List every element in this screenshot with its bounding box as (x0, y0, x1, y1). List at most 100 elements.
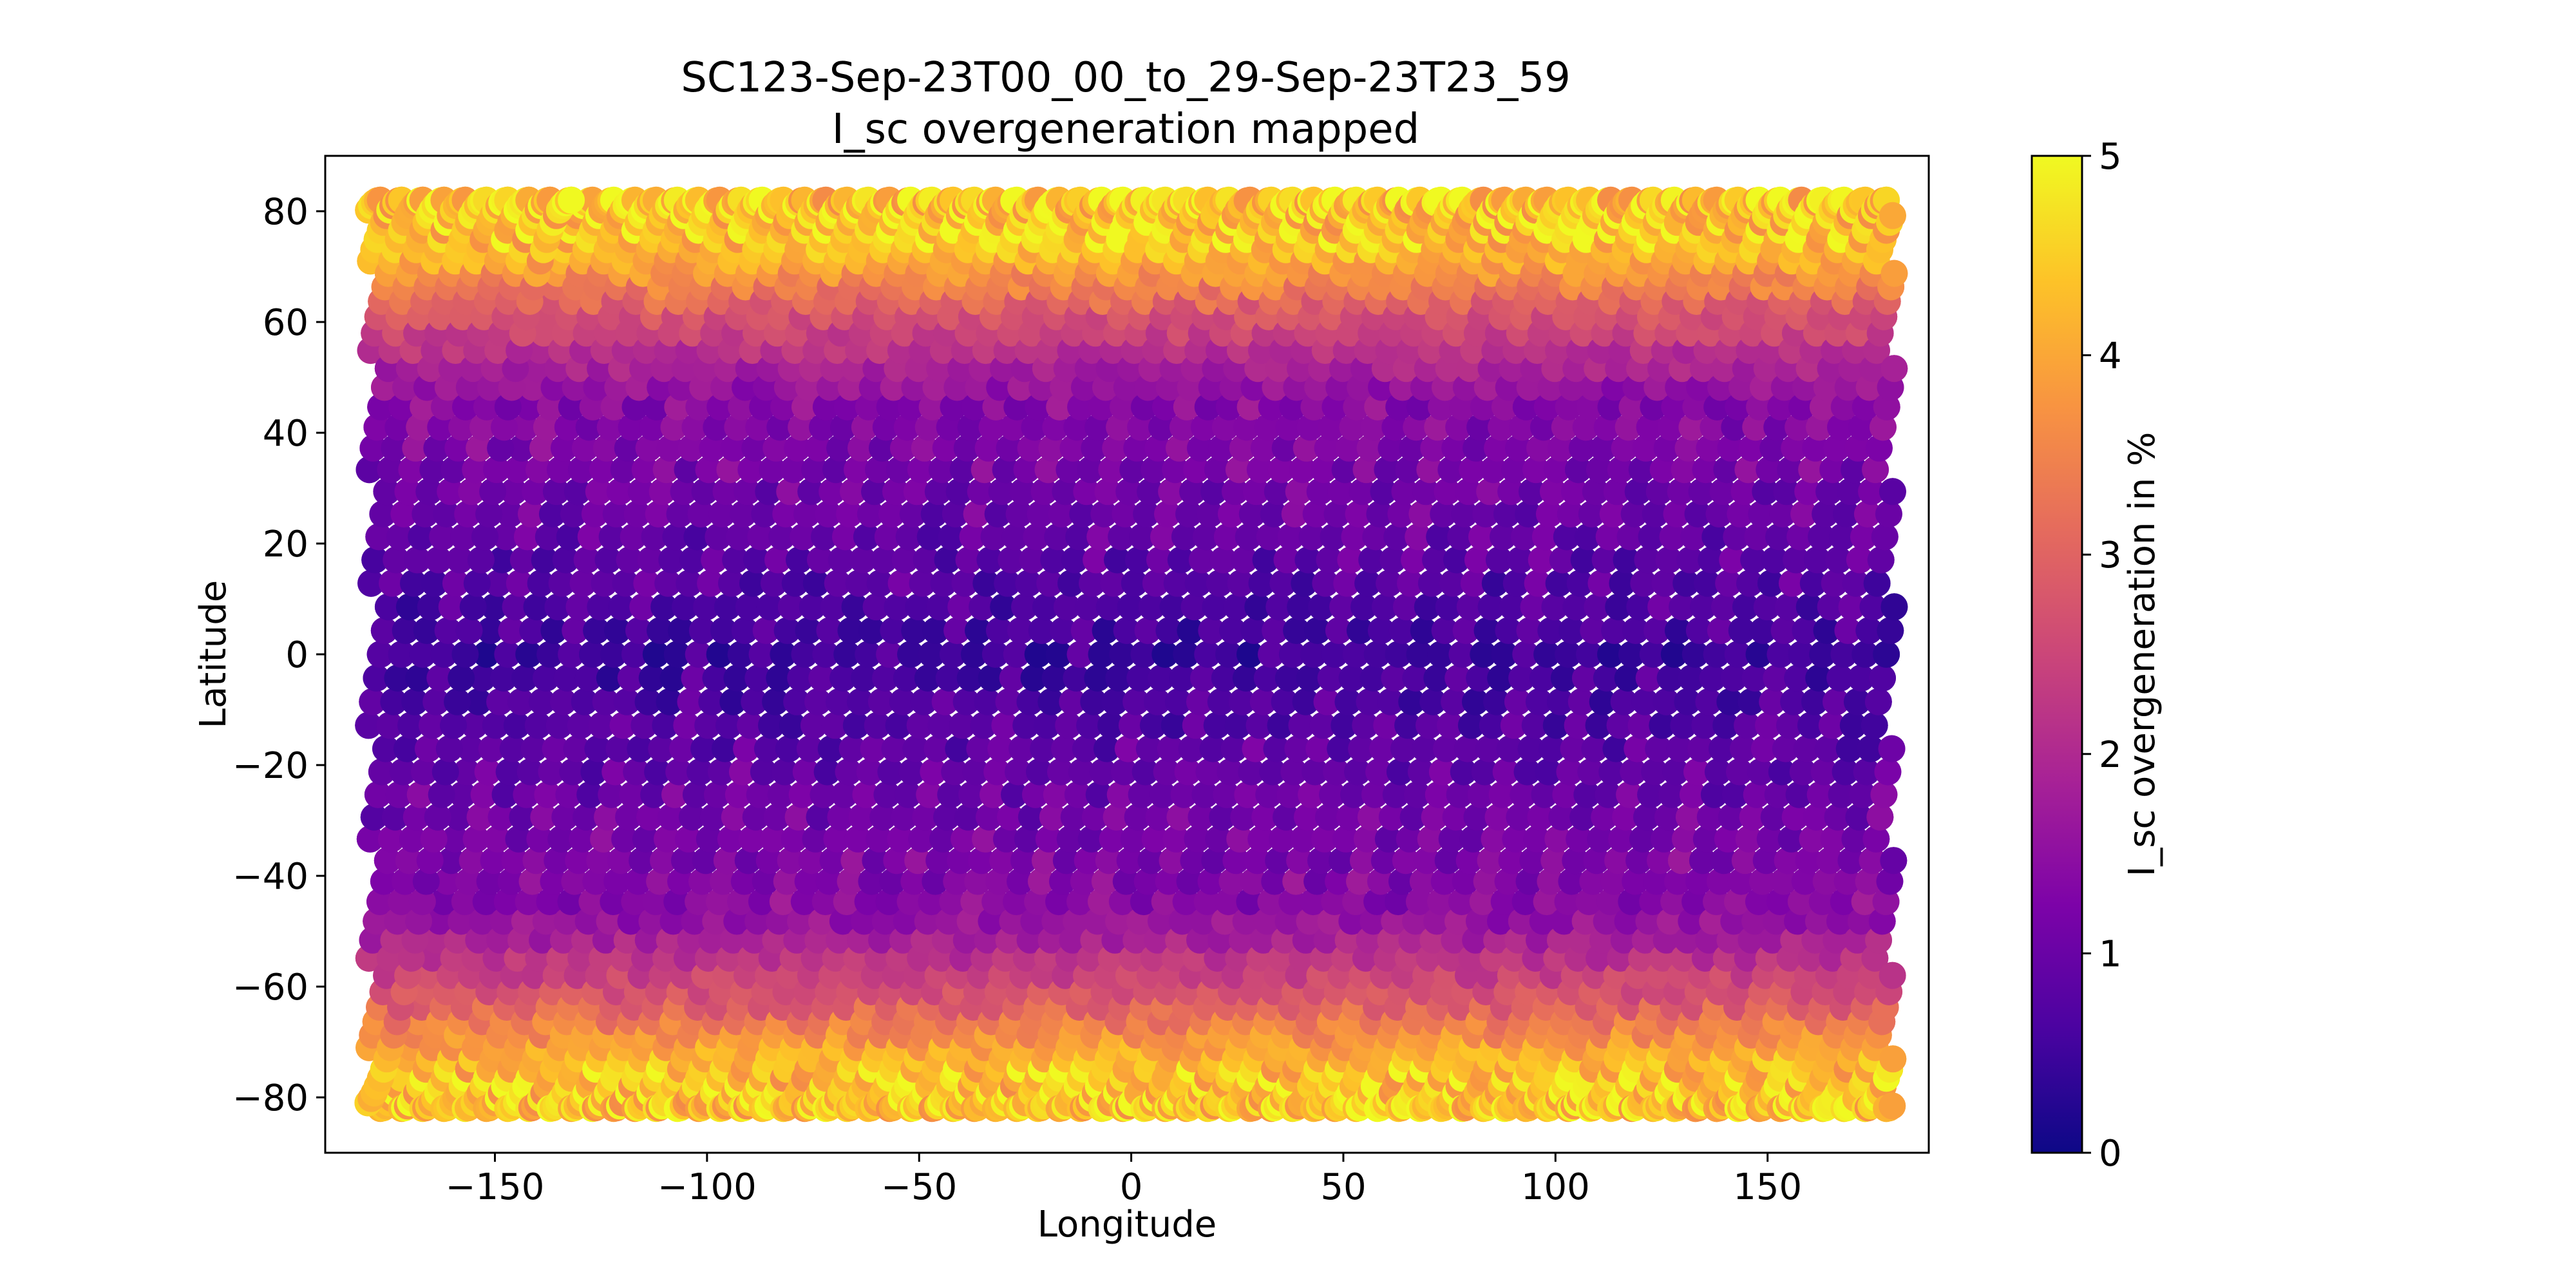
scatter-point (1654, 803, 1681, 831)
scatter-point (748, 641, 776, 668)
scatter-point (1341, 523, 1368, 551)
scatter-point (1242, 478, 1270, 506)
scatter-point (494, 641, 522, 668)
scatter-point (1819, 456, 1847, 484)
scatter-point (1290, 825, 1317, 853)
scatter-point (1352, 712, 1379, 739)
scatter-point (662, 523, 690, 551)
scatter-point (1306, 478, 1334, 506)
scatter-point (1809, 641, 1837, 668)
scatter-point (1497, 478, 1525, 506)
scatter-point (1232, 664, 1260, 692)
scatter-point (505, 825, 533, 853)
scatter-point (730, 500, 757, 528)
scatter-point (1186, 688, 1213, 715)
scatter-point (1710, 847, 1738, 875)
scatter-point (488, 546, 516, 574)
scatter-point (637, 546, 665, 574)
scatter-point (1354, 569, 1382, 597)
scatter-point (1653, 688, 1680, 715)
scatter-point (966, 735, 994, 762)
scatter-point (1747, 758, 1774, 786)
scatter-point (1483, 688, 1510, 715)
scatter-point (1052, 847, 1080, 875)
scatter-point (1302, 758, 1329, 786)
scatter-point (606, 478, 634, 506)
scatter-point (533, 413, 560, 441)
scatter-point (1589, 434, 1617, 462)
scatter-point (1434, 847, 1462, 875)
scatter-point (1184, 569, 1212, 597)
scatter-point (1651, 825, 1678, 853)
scatter-point (457, 735, 484, 762)
scatter-point (990, 593, 1018, 621)
scatter-point (1001, 781, 1028, 808)
scatter-point (1222, 847, 1250, 875)
scatter-point (1696, 434, 1723, 462)
scatter-point (1349, 847, 1377, 875)
scatter-point (579, 641, 606, 668)
scatter-point (1631, 688, 1659, 715)
scatter-point (976, 546, 1004, 574)
scatter-point (824, 569, 851, 597)
scatter-point (508, 434, 535, 462)
scatter-point (755, 847, 783, 875)
scatter-point (1398, 688, 1426, 715)
scatter-point (1642, 500, 1669, 528)
scatter-point (1439, 569, 1466, 597)
scatter-point (745, 413, 773, 441)
scatter-point (398, 456, 426, 484)
scatter-point (742, 803, 770, 831)
scatter-point (1664, 617, 1692, 645)
scatter-point (388, 641, 415, 668)
scatter-point (875, 888, 903, 916)
scatter-point (822, 456, 850, 484)
scatter-point (956, 664, 984, 692)
scatter-point (833, 641, 861, 668)
scatter-point (1399, 803, 1427, 831)
scatter-point (1294, 546, 1322, 574)
scatter-point (804, 688, 831, 715)
scatter-point (1647, 847, 1674, 875)
scatter-point (1121, 569, 1148, 597)
scatter-point (1707, 617, 1734, 645)
scatter-point (1616, 523, 1644, 551)
scatter-point (1667, 478, 1694, 506)
scatter-point (1725, 758, 1753, 786)
scatter-point (1278, 641, 1306, 668)
scatter-point (430, 888, 457, 916)
scatter-point (837, 617, 865, 645)
scatter-point (688, 617, 716, 645)
scatter-point (641, 523, 668, 551)
scatter-point (1288, 712, 1316, 739)
scatter-point (1038, 434, 1066, 462)
scatter-point (413, 617, 440, 645)
scatter-point (748, 888, 775, 916)
scatter-point (383, 546, 410, 574)
scatter-point (1789, 758, 1817, 786)
scatter-point (1138, 593, 1166, 621)
scatter-point (1195, 758, 1223, 786)
scatter-point (695, 456, 723, 484)
scatter-point (1064, 781, 1092, 808)
scatter-point (1573, 781, 1601, 808)
scatter-point (1560, 735, 1587, 762)
scatter-point (1740, 546, 1768, 574)
scatter-point (869, 803, 897, 831)
scatter-point (429, 523, 457, 551)
scatter-point (562, 617, 589, 645)
scatter-point (1674, 434, 1702, 462)
scatter-point (1250, 434, 1278, 462)
scatter-point (1305, 735, 1333, 762)
scatter-point (939, 641, 967, 668)
scatter-point (1639, 641, 1667, 668)
scatter-point (1761, 546, 1788, 574)
scatter-point (1741, 664, 1769, 692)
scatter-point (837, 867, 864, 895)
scatter-point (694, 712, 722, 739)
scatter-point (627, 478, 655, 506)
scatter-point (563, 735, 591, 762)
scatter-point (786, 546, 813, 574)
scatter-point (806, 803, 833, 831)
scatter-point (876, 641, 904, 668)
